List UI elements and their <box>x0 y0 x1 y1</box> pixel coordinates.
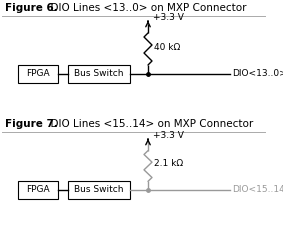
Text: FPGA: FPGA <box>26 69 50 78</box>
Text: Bus Switch: Bus Switch <box>74 69 124 78</box>
Text: +3.3 V: +3.3 V <box>153 131 184 141</box>
Text: 2.1 kΩ: 2.1 kΩ <box>154 159 183 168</box>
Text: Figure 7.: Figure 7. <box>5 119 58 129</box>
Text: +3.3 V: +3.3 V <box>153 14 184 23</box>
Bar <box>68 65 130 83</box>
Text: DIO Lines <15..14> on MXP Connector: DIO Lines <15..14> on MXP Connector <box>44 119 253 129</box>
Text: DIO<13..0>: DIO<13..0> <box>232 69 283 78</box>
Text: Figure 6.: Figure 6. <box>5 3 58 13</box>
Text: 40 kΩ: 40 kΩ <box>154 43 180 52</box>
Text: DIO Lines <13..0> on MXP Connector: DIO Lines <13..0> on MXP Connector <box>44 3 246 13</box>
Text: Bus Switch: Bus Switch <box>74 186 124 195</box>
Bar <box>18 181 58 199</box>
Bar <box>18 65 58 83</box>
Bar <box>68 181 130 199</box>
Text: FPGA: FPGA <box>26 186 50 195</box>
Text: DIO<15..14>: DIO<15..14> <box>232 186 283 195</box>
